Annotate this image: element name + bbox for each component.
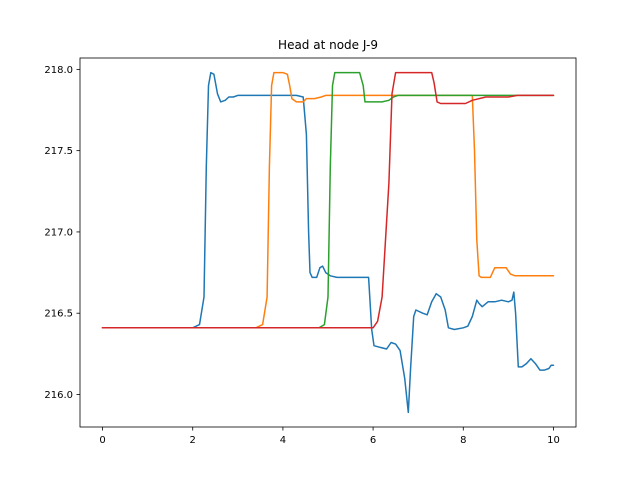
chart-title: Head at node J-9	[278, 38, 378, 52]
y-axis-ticks: 216.0 216.5 217.0 217.5 218.0	[44, 65, 80, 401]
series-line-4	[101, 71, 555, 329]
plot-frame	[79, 57, 577, 428]
x-tick-label: 2	[190, 435, 196, 446]
y-tick-label: 216.5	[44, 309, 73, 320]
y-tick-label: 217.0	[44, 227, 73, 238]
y-tick-label: 217.5	[44, 146, 73, 157]
x-tick-label: 10	[547, 435, 560, 446]
x-tick-label: 0	[99, 435, 105, 446]
plot-area	[80, 58, 576, 427]
x-axis-ticks: 0 2 4 6 8 10	[99, 427, 560, 446]
series-line-1	[101, 71, 555, 414]
series-layer	[101, 71, 555, 414]
x-tick-label: 4	[280, 435, 286, 446]
series-line-2	[101, 71, 555, 329]
y-tick-label: 218.0	[44, 65, 73, 76]
y-tick-label: 216.0	[44, 390, 73, 401]
x-tick-label: 8	[460, 435, 466, 446]
x-tick-label: 6	[370, 435, 376, 446]
